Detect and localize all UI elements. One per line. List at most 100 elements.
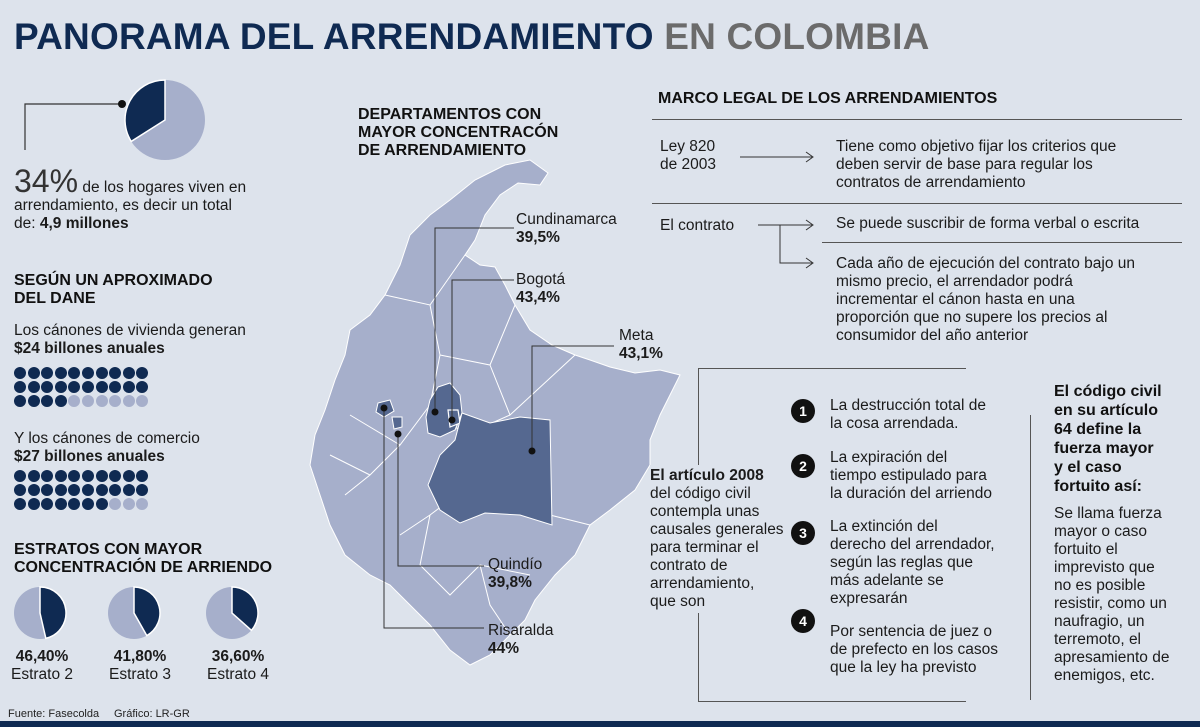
causal-1-text: La destrucción total de la cosa arrendad… — [830, 397, 986, 433]
footer-credit: Gráfico: LR-GR — [114, 708, 190, 720]
ley-label: Ley 820 de 2003 — [660, 138, 716, 174]
causal-2-line3: la duración del arriendo — [830, 485, 992, 502]
marco-divider-mid — [652, 203, 1182, 204]
dane-vivienda: Los cánones de vivienda generan $24 bill… — [14, 322, 246, 358]
dane-vivienda-dots — [14, 367, 149, 407]
causal-4-text: Por sentencia de juez o de prefecto en l… — [830, 623, 998, 677]
risaralda-name: Risaralda — [488, 622, 554, 639]
articulo-line4: causales generales — [650, 521, 784, 538]
billion-dot — [109, 498, 122, 510]
contrato-desc2-line2: mismo precio, el arrendador podrá — [836, 273, 1073, 290]
billion-dot — [41, 484, 54, 496]
billion-dot — [81, 498, 94, 510]
articulo-line1: El artículo 2008 — [650, 467, 764, 484]
codigo-h5: y el caso — [1054, 459, 1122, 476]
title-main: PANORAMA DEL ARRENDAMIENTO — [14, 16, 654, 57]
billion-dot — [95, 381, 108, 393]
ley-description: Tiene como objetivo fijar los criterios … — [836, 138, 1116, 192]
billion-dot — [68, 381, 81, 393]
cundinamarca-connector — [434, 227, 514, 412]
billion-dot — [136, 367, 149, 379]
billion-dot — [122, 484, 135, 496]
contrato-divider — [822, 242, 1182, 243]
codigo-b4: imprevisto que — [1054, 559, 1155, 576]
billion-dot — [81, 381, 94, 393]
dane-vivienda-value: $24 billones anuales — [14, 340, 165, 357]
estrato-pie-slice — [231, 586, 259, 632]
causal-3-line5: expresarán — [830, 590, 908, 607]
households-pie-slice — [124, 79, 166, 143]
map-heading-line2: MAYOR CONCENTRACÓN — [358, 124, 559, 141]
codigo-h4: fuerza mayor — [1054, 440, 1154, 457]
map-heading-line1: DEPARTAMENTOS CON — [358, 106, 542, 123]
billion-dot — [136, 381, 149, 393]
ley-line2: de 2003 — [660, 156, 717, 173]
billion-dot — [14, 470, 26, 482]
billion-dot — [109, 484, 122, 496]
billion-dot — [95, 367, 108, 379]
contrato-desc1: Se puede suscribir de forma verbal o esc… — [836, 215, 1140, 232]
codigo-body: Se llama fuerza mayor o caso fortuito el… — [1054, 505, 1169, 685]
codigo-b7: naufragio, un — [1054, 613, 1145, 630]
estratos-heading: ESTRATOS CON MAYOR CONCENTRACIÓN DE ARRI… — [14, 541, 272, 577]
households-percent: 34% — [14, 163, 79, 199]
codigo-b8: terremoto, el — [1054, 631, 1142, 648]
dane-heading: SEGÚN UN APROXIMADO DEL DANE — [14, 272, 213, 308]
contrato-label: El contrato — [660, 217, 735, 234]
contrato-desc2-line3: incrementar el cánon hasta en una — [836, 291, 1075, 308]
codigo-h6: fortuito así: — [1054, 478, 1142, 495]
causal-2-number: 2 — [791, 454, 815, 478]
billion-dot — [54, 381, 67, 393]
billion-dot — [14, 498, 26, 510]
estrato-3: 41,80% Estrato 3 — [100, 648, 180, 684]
billion-dot — [136, 484, 149, 496]
billion-dot — [109, 470, 122, 482]
causal-2-line1: La expiración del — [830, 449, 948, 466]
meta-connector — [531, 345, 614, 451]
codigo-heading: El código civil en su artículo 64 define… — [1054, 382, 1162, 496]
causal-2-text: La expiración del tiempo estipulado para… — [830, 449, 992, 503]
quindio-value: 39,8% — [488, 574, 532, 591]
billion-dot — [122, 498, 135, 510]
dane-comercio: Y los cánones de comercio $27 billones a… — [14, 430, 200, 466]
estrato-2-value: 46,40% — [15, 648, 69, 665]
bogota-value: 43,4% — [516, 289, 560, 306]
billion-dot — [109, 367, 122, 379]
billion-dot — [27, 367, 40, 379]
contrato-arrowhead1 — [805, 219, 814, 231]
estratos-pies — [14, 586, 259, 640]
codigo-b3: fortuito el — [1054, 541, 1118, 558]
map-heading: DEPARTAMENTOS CON MAYOR CONCENTRACÓN DE … — [358, 106, 558, 160]
codigo-b9: apresamiento de — [1054, 649, 1170, 666]
dane-comercio-value: $27 billones anuales — [14, 448, 165, 465]
articulo-line3: contempla unas — [650, 503, 760, 520]
billion-dot — [95, 470, 108, 482]
estrato-4-label: Estrato 4 — [206, 666, 270, 683]
causal-1-line2: la cosa arrendada. — [830, 415, 959, 432]
billion-dot — [109, 395, 122, 407]
billion-dot — [41, 498, 54, 510]
estratos-heading-line2: CONCENTRACIÓN DE ARRIENDO — [14, 559, 273, 576]
billion-dot — [14, 484, 26, 496]
estrato-2: 46,40% Estrato 2 — [2, 648, 82, 684]
contrato-desc2: Cada año de ejecución del contrato bajo … — [836, 255, 1135, 345]
bottom-bar — [0, 721, 1200, 727]
dane-heading-line2: DEL DANE — [14, 290, 96, 307]
cundinamarca-name: Cundinamarca — [516, 211, 617, 228]
articulo-line8: que son — [650, 593, 706, 610]
billion-dot — [68, 395, 81, 407]
contrato-desc2-line1: Cada año de ejecución del contrato bajo … — [836, 255, 1136, 272]
codigo-divider — [1030, 415, 1031, 700]
cundinamarca-value: 39,5% — [516, 229, 560, 246]
billion-dot — [122, 395, 135, 407]
codigo-b10: enemigos, etc. — [1054, 667, 1155, 684]
estrato-3-label: Estrato 3 — [108, 666, 172, 683]
billion-dot — [41, 367, 54, 379]
billion-dot — [95, 484, 108, 496]
page-title: PANORAMA DEL ARRENDAMIENTO EN COLOMBIA — [14, 16, 930, 58]
households-connector-dot — [118, 100, 126, 108]
cundinamarca-dot — [431, 408, 439, 416]
estrato-4: 36,60% Estrato 4 — [198, 648, 278, 684]
contrato-arrow2 — [779, 225, 812, 264]
meta-name: Meta — [619, 327, 654, 344]
